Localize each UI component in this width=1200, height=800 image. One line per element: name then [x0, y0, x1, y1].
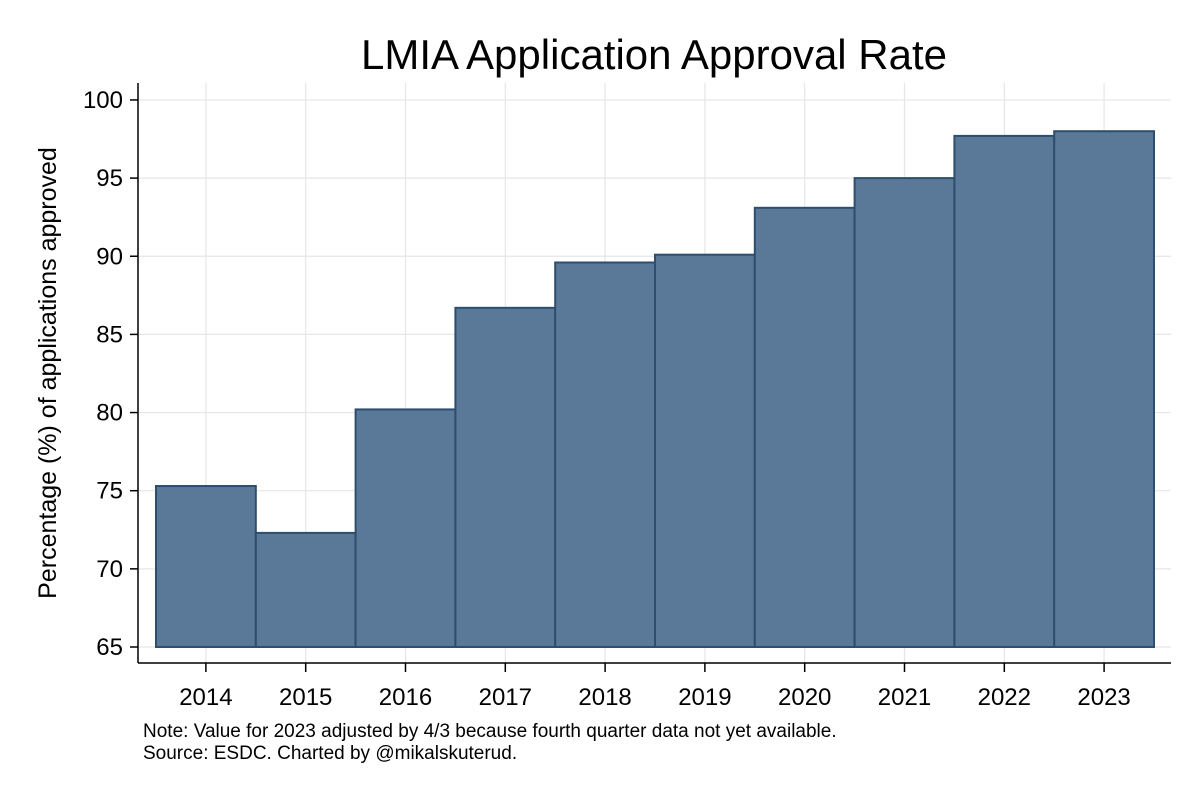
x-tick-label: 2017 — [479, 684, 532, 711]
bar-2023 — [1053, 130, 1155, 648]
bar-2022 — [953, 134, 1056, 649]
bars — [155, 130, 1155, 649]
chart-note: Note: Value for 2023 adjusted by 4/3 bec… — [143, 721, 837, 742]
axes — [137, 83, 1171, 664]
y-tick-label: 90 — [96, 243, 123, 270]
bar-2019 — [654, 253, 756, 648]
x-tick-label: 2018 — [578, 684, 631, 711]
chart-source: Source: ESDC. Charted by @mikalskuterud. — [143, 743, 518, 764]
bar-2014 — [155, 485, 257, 648]
y-tick-label: 70 — [96, 556, 123, 583]
x-tick-label: 2016 — [379, 684, 432, 711]
bar-2016 — [354, 408, 457, 649]
x-tick-label: 2014 — [179, 684, 232, 711]
x-tick-label: 2021 — [878, 684, 931, 711]
bar-2021 — [853, 177, 956, 648]
y-tick-label: 95 — [96, 165, 123, 192]
x-tick-label: 2022 — [978, 684, 1031, 711]
x-tick-label: 2015 — [279, 684, 332, 711]
y-tick-label: 80 — [96, 400, 123, 427]
y-axis-label: Percentage (%) of applications approved — [34, 147, 62, 599]
chart-title: LMIA Application Approval Rate — [361, 31, 947, 78]
bar-2017 — [454, 306, 557, 648]
y-tick-label: 65 — [96, 634, 123, 661]
x-tick-label: 2020 — [778, 684, 831, 711]
bar-2020 — [753, 206, 856, 648]
y-axis-ticks: 65 70 75 80 85 90 95 100 — [83, 87, 138, 661]
y-tick-label: 100 — [83, 87, 123, 114]
x-axis-ticks: 2014 2015 2016 2017 2018 2019 2020 2021 2022 2023 — [179, 663, 1131, 711]
bar-2018 — [554, 261, 657, 648]
x-tick-label: 2019 — [678, 684, 731, 711]
bar-2015 — [254, 531, 357, 648]
y-tick-label: 85 — [96, 321, 123, 348]
y-tick-label: 75 — [96, 478, 123, 505]
x-tick-label: 2023 — [1077, 684, 1130, 711]
